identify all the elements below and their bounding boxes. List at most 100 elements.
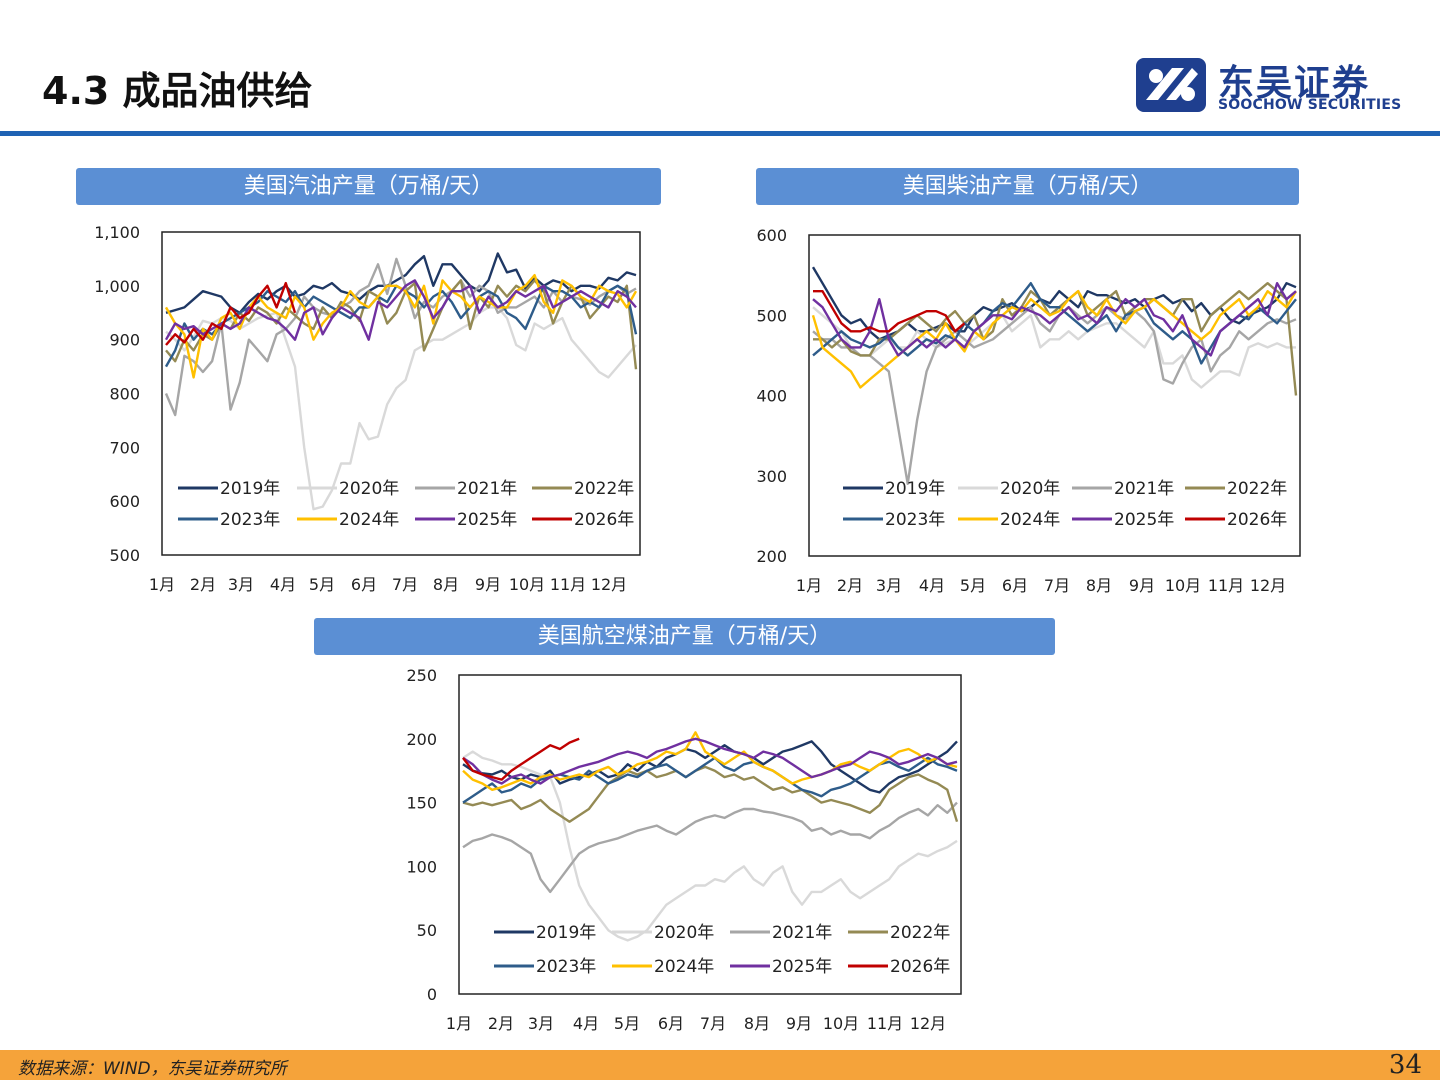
page-number: 34	[1388, 1050, 1422, 1080]
legend-label: 2021年	[1114, 479, 1174, 499]
x-tick-label: 11月	[550, 575, 586, 594]
logo-name-en: SOOCHOW SECURITIES	[1218, 97, 1402, 113]
series-line-2026	[462, 737, 580, 781]
x-tick-label: 10月	[823, 1014, 859, 1033]
x-tick-label: 6月	[1002, 576, 1028, 595]
chart-title-jet-fuel: 美国航空煤油产量（万桶/天）	[314, 618, 1055, 655]
x-tick-label: 2月	[488, 1014, 514, 1033]
data-source-note: 数据来源：WIND，东吴证券研究所	[18, 1059, 287, 1079]
y-tick-label: 150	[406, 794, 437, 813]
series-line-2022	[813, 282, 1298, 396]
legend-label: 2026年	[890, 957, 950, 977]
x-tick-label: 6月	[351, 575, 377, 594]
series-line-2026	[165, 281, 297, 346]
series-line-2021	[462, 801, 958, 894]
x-tick-label: 4月	[573, 1014, 599, 1033]
x-tick-label: 4月	[270, 575, 296, 594]
legend-label: 2024年	[654, 957, 714, 977]
x-tick-label: 12月	[591, 575, 627, 594]
legend-label: 2023年	[536, 957, 596, 977]
y-tick-label: 400	[756, 387, 787, 406]
y-tick-label: 800	[109, 385, 140, 404]
logo-name-cn: 东吴证券	[1218, 63, 1371, 104]
x-tick-label: 2月	[837, 576, 863, 595]
series-line-2025	[462, 737, 958, 785]
x-tick-label: 1月	[796, 576, 822, 595]
series-line-2024	[811, 290, 1298, 389]
series-line-2023	[812, 282, 1297, 365]
legend-label: 2023年	[885, 510, 945, 530]
series-line-2025	[812, 282, 1297, 357]
x-tick-label: 7月	[700, 1014, 726, 1033]
series-line-2021	[812, 306, 1297, 485]
legend-label: 2025年	[457, 510, 517, 530]
logo: 东吴证券 SOOCHOW SECURITIES	[1132, 54, 1412, 116]
legend-label: 2024年	[339, 510, 399, 530]
x-tick-label: 3月	[528, 1014, 554, 1033]
y-tick-label: 600	[756, 226, 787, 245]
x-tick-label: 1月	[446, 1014, 472, 1033]
x-tick-label: 5月	[960, 576, 986, 595]
header-rule	[0, 131, 1440, 136]
series-line-2026	[813, 290, 966, 333]
legend-label: 2025年	[772, 957, 832, 977]
y-tick-label: 700	[109, 438, 140, 457]
series-line-2019	[165, 252, 637, 314]
legend-label: 2024年	[1000, 510, 1060, 530]
y-tick-label: 500	[756, 306, 787, 325]
chart-title-gasoline: 美国汽油产量（万桶/天）	[76, 168, 661, 205]
y-tick-label: 200	[406, 730, 437, 749]
y-tick-label: 300	[756, 467, 787, 486]
legend-label: 2019年	[220, 479, 280, 499]
legend-label: 2021年	[772, 923, 832, 943]
footer-bar: 数据来源：WIND，东吴证券研究所 34	[0, 1050, 1440, 1080]
x-tick-label: 8月	[744, 1014, 770, 1033]
x-tick-label: 9月	[475, 575, 501, 594]
y-tick-label: 1,100	[94, 223, 140, 242]
y-tick-label: 100	[406, 857, 437, 876]
x-tick-label: 7月	[392, 575, 418, 594]
legend-label: 2022年	[890, 923, 950, 943]
x-tick-label: 10月	[1165, 576, 1201, 595]
series-line-2022	[462, 765, 959, 823]
soochow-logo-icon	[1136, 58, 1206, 112]
y-tick-label: 900	[109, 331, 140, 350]
x-tick-label: 11月	[1208, 576, 1244, 595]
y-tick-label: 1,000	[94, 277, 140, 296]
y-tick-label: 250	[406, 666, 437, 685]
x-tick-label: 8月	[1086, 576, 1112, 595]
x-tick-label: 3月	[876, 576, 902, 595]
x-tick-label: 12月	[910, 1014, 946, 1033]
x-tick-label: 8月	[433, 575, 459, 594]
x-tick-label: 9月	[1129, 576, 1155, 595]
plot-area-frame	[161, 231, 641, 556]
legend-label: 2022年	[574, 479, 634, 499]
x-tick-label: 11月	[867, 1014, 903, 1033]
series-line-2019	[462, 740, 958, 794]
legend-label: 2025年	[1114, 510, 1174, 530]
legend-label: 2019年	[885, 479, 945, 499]
y-tick-label: 500	[109, 546, 140, 565]
legend-label: 2022年	[1227, 479, 1287, 499]
page-title: 4.3 成品油供给	[42, 69, 313, 113]
legend-label: 2019年	[536, 923, 596, 943]
x-tick-label: 5月	[309, 575, 335, 594]
x-tick-label: 6月	[658, 1014, 684, 1033]
legend-label: 2020年	[339, 479, 399, 499]
y-tick-label: 200	[756, 547, 787, 566]
legend-label: 2020年	[1000, 479, 1060, 499]
series-line-2020	[812, 306, 1296, 389]
chart-title-diesel: 美国柴油产量（万桶/天）	[756, 168, 1299, 205]
x-tick-label: 10月	[509, 575, 545, 594]
legend-label: 2026年	[1227, 510, 1287, 530]
x-tick-label: 9月	[786, 1014, 812, 1033]
series-line-2024	[164, 273, 638, 379]
x-tick-label: 1月	[149, 575, 175, 594]
y-tick-label: 0	[427, 985, 437, 1004]
plot-area-frame	[458, 674, 962, 995]
legend-label: 2023年	[220, 510, 280, 530]
y-tick-label: 50	[417, 921, 437, 940]
series-line-2020	[165, 306, 637, 511]
